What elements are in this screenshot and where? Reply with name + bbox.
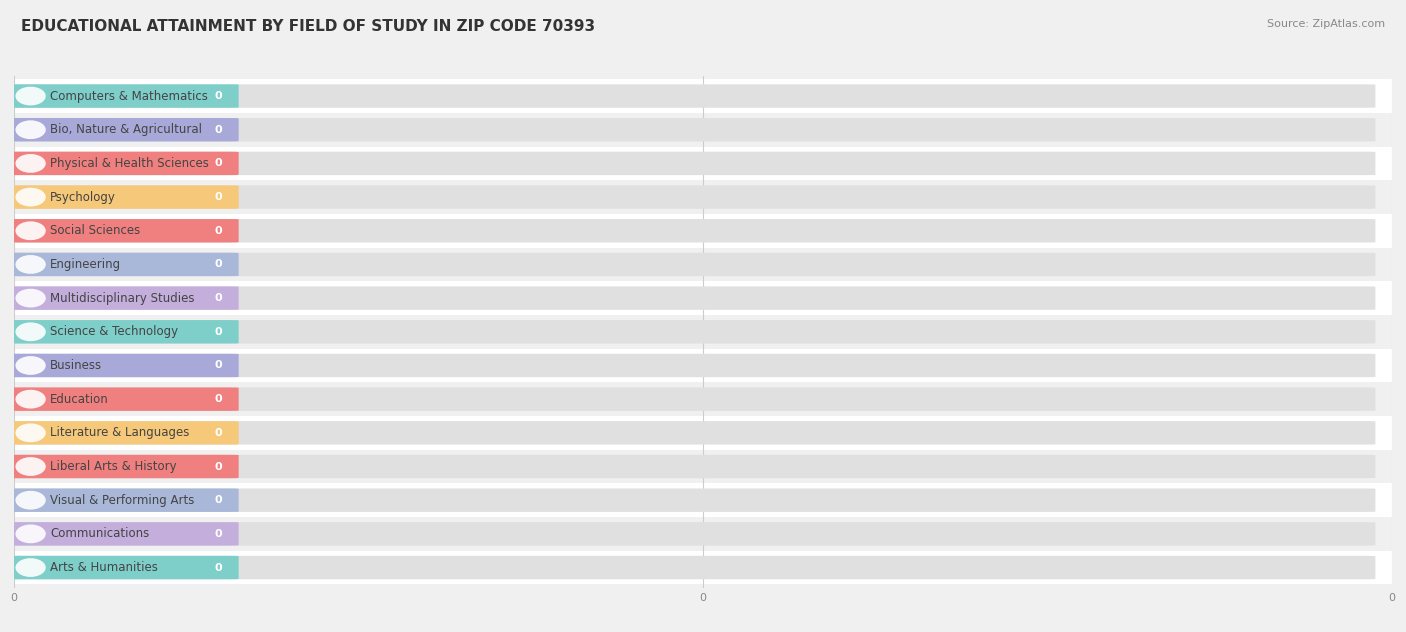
FancyBboxPatch shape bbox=[3, 455, 1375, 478]
Text: EDUCATIONAL ATTAINMENT BY FIELD OF STUDY IN ZIP CODE 70393: EDUCATIONAL ATTAINMENT BY FIELD OF STUDY… bbox=[21, 19, 595, 34]
FancyBboxPatch shape bbox=[3, 84, 1375, 108]
Text: Science & Technology: Science & Technology bbox=[49, 325, 179, 338]
FancyBboxPatch shape bbox=[0, 180, 1406, 214]
Text: 0: 0 bbox=[215, 125, 222, 135]
FancyBboxPatch shape bbox=[3, 489, 239, 512]
FancyBboxPatch shape bbox=[3, 286, 239, 310]
FancyBboxPatch shape bbox=[0, 517, 1406, 550]
FancyBboxPatch shape bbox=[3, 421, 239, 444]
Text: 0: 0 bbox=[215, 529, 222, 539]
FancyBboxPatch shape bbox=[0, 147, 1406, 180]
FancyBboxPatch shape bbox=[3, 253, 1375, 276]
FancyBboxPatch shape bbox=[3, 421, 1375, 444]
FancyBboxPatch shape bbox=[3, 286, 1375, 310]
Text: 0: 0 bbox=[215, 159, 222, 168]
Text: Physical & Health Sciences: Physical & Health Sciences bbox=[49, 157, 208, 170]
Ellipse shape bbox=[15, 87, 46, 106]
FancyBboxPatch shape bbox=[0, 416, 1406, 450]
Ellipse shape bbox=[15, 154, 46, 173]
FancyBboxPatch shape bbox=[3, 387, 1375, 411]
FancyBboxPatch shape bbox=[3, 185, 1375, 209]
FancyBboxPatch shape bbox=[0, 79, 1406, 113]
FancyBboxPatch shape bbox=[3, 84, 239, 108]
FancyBboxPatch shape bbox=[3, 152, 239, 175]
Ellipse shape bbox=[15, 423, 46, 442]
Ellipse shape bbox=[15, 558, 46, 577]
Text: Arts & Humanities: Arts & Humanities bbox=[49, 561, 157, 574]
Text: Education: Education bbox=[49, 392, 108, 406]
FancyBboxPatch shape bbox=[3, 219, 1375, 243]
Text: 0: 0 bbox=[215, 495, 222, 505]
Text: 0: 0 bbox=[215, 327, 222, 337]
Text: Literature & Languages: Literature & Languages bbox=[49, 427, 190, 439]
Text: 0: 0 bbox=[215, 394, 222, 404]
FancyBboxPatch shape bbox=[0, 113, 1406, 147]
Ellipse shape bbox=[15, 390, 46, 408]
Text: Visual & Performing Arts: Visual & Performing Arts bbox=[49, 494, 194, 507]
FancyBboxPatch shape bbox=[3, 354, 239, 377]
FancyBboxPatch shape bbox=[3, 556, 239, 580]
Text: 0: 0 bbox=[215, 293, 222, 303]
Ellipse shape bbox=[15, 255, 46, 274]
FancyBboxPatch shape bbox=[3, 118, 239, 142]
FancyBboxPatch shape bbox=[0, 214, 1406, 248]
Ellipse shape bbox=[15, 120, 46, 139]
Ellipse shape bbox=[15, 525, 46, 544]
Text: Engineering: Engineering bbox=[49, 258, 121, 271]
Ellipse shape bbox=[15, 289, 46, 308]
FancyBboxPatch shape bbox=[0, 450, 1406, 483]
Ellipse shape bbox=[15, 491, 46, 509]
Text: 0: 0 bbox=[215, 260, 222, 269]
Text: 0: 0 bbox=[215, 192, 222, 202]
FancyBboxPatch shape bbox=[3, 320, 1375, 344]
Text: 0: 0 bbox=[215, 428, 222, 438]
FancyBboxPatch shape bbox=[0, 483, 1406, 517]
Text: 0: 0 bbox=[215, 562, 222, 573]
Text: Multidisciplinary Studies: Multidisciplinary Studies bbox=[49, 291, 194, 305]
FancyBboxPatch shape bbox=[3, 253, 239, 276]
Text: Liberal Arts & History: Liberal Arts & History bbox=[49, 460, 177, 473]
FancyBboxPatch shape bbox=[0, 382, 1406, 416]
FancyBboxPatch shape bbox=[3, 455, 239, 478]
Ellipse shape bbox=[15, 188, 46, 207]
Ellipse shape bbox=[15, 221, 46, 240]
FancyBboxPatch shape bbox=[3, 489, 1375, 512]
FancyBboxPatch shape bbox=[3, 185, 239, 209]
Ellipse shape bbox=[15, 356, 46, 375]
FancyBboxPatch shape bbox=[3, 152, 1375, 175]
FancyBboxPatch shape bbox=[3, 354, 1375, 377]
Text: Communications: Communications bbox=[49, 527, 149, 540]
FancyBboxPatch shape bbox=[0, 315, 1406, 349]
FancyBboxPatch shape bbox=[3, 522, 1375, 545]
FancyBboxPatch shape bbox=[0, 349, 1406, 382]
FancyBboxPatch shape bbox=[3, 320, 239, 344]
FancyBboxPatch shape bbox=[3, 522, 239, 545]
Ellipse shape bbox=[15, 322, 46, 341]
FancyBboxPatch shape bbox=[0, 281, 1406, 315]
Text: 0: 0 bbox=[215, 91, 222, 101]
Text: Computers & Mathematics: Computers & Mathematics bbox=[49, 90, 208, 102]
FancyBboxPatch shape bbox=[3, 387, 239, 411]
Text: Business: Business bbox=[49, 359, 103, 372]
Text: Bio, Nature & Agricultural: Bio, Nature & Agricultural bbox=[49, 123, 202, 137]
FancyBboxPatch shape bbox=[0, 550, 1406, 585]
Text: Source: ZipAtlas.com: Source: ZipAtlas.com bbox=[1267, 19, 1385, 29]
FancyBboxPatch shape bbox=[3, 556, 1375, 580]
Text: 0: 0 bbox=[215, 226, 222, 236]
Text: 0: 0 bbox=[215, 461, 222, 471]
FancyBboxPatch shape bbox=[0, 248, 1406, 281]
Text: Social Sciences: Social Sciences bbox=[49, 224, 141, 237]
Text: Psychology: Psychology bbox=[49, 191, 115, 204]
Ellipse shape bbox=[15, 457, 46, 476]
FancyBboxPatch shape bbox=[3, 219, 239, 243]
Text: 0: 0 bbox=[215, 360, 222, 370]
FancyBboxPatch shape bbox=[3, 118, 1375, 142]
